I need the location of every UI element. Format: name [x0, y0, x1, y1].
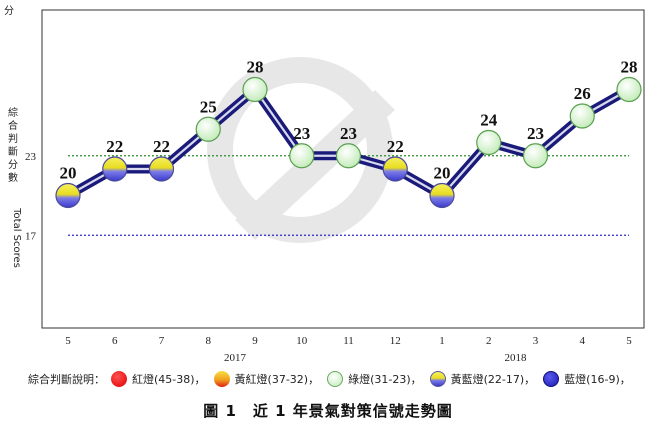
- signal-point-green: [242, 76, 268, 103]
- signal-point-green: [569, 103, 595, 129]
- data-label: 22: [387, 137, 404, 156]
- signal-point-yellow-blue: [429, 182, 455, 209]
- x-tick-label: 8: [206, 335, 212, 347]
- data-label: 23: [293, 124, 310, 143]
- data-label: 28: [247, 58, 264, 77]
- y-axis-title-char: 判: [8, 133, 18, 145]
- x-tick-label: 1: [439, 335, 445, 347]
- legend-label-blue: 藍燈(16-9)，: [564, 373, 631, 386]
- data-label: 20: [434, 164, 451, 183]
- x-tick-label: 9: [252, 335, 258, 347]
- x-tick-label: 11: [343, 335, 354, 347]
- y-axis-title-char: 綜: [8, 106, 18, 119]
- data-label: 26: [574, 84, 591, 103]
- signal-point-yellow-blue: [102, 156, 128, 182]
- signal-point-green: [616, 76, 642, 103]
- year-label: 2018: [505, 352, 528, 364]
- legend-item-red: 紅燈(45-38)，: [111, 371, 206, 387]
- x-tick-label: 10: [296, 335, 308, 347]
- x-tick-label: 4: [580, 335, 586, 347]
- year-labels: 2017 2018: [224, 352, 527, 364]
- data-label: 23: [527, 124, 544, 143]
- x-tick-label: 2: [486, 335, 492, 347]
- signal-point-green: [335, 143, 362, 169]
- data-label: 28: [621, 58, 638, 77]
- x-tick-label: 5: [65, 335, 71, 347]
- signal-point-green: [289, 143, 315, 169]
- data-label: 24: [480, 111, 498, 130]
- green-light-icon: [327, 371, 344, 387]
- signal-point-green: [522, 143, 549, 169]
- legend-label-red: 紅燈(45-38)，: [132, 373, 206, 386]
- y-tick-labels: 23 17: [25, 151, 37, 243]
- y-tick-label: 23: [25, 151, 37, 163]
- signal-point-yellow-blue: [55, 182, 81, 209]
- blue-light-icon: [543, 371, 560, 387]
- red-light-icon: [111, 371, 127, 387]
- legend-label-yellow-red: 黃紅燈(37-32)，: [234, 373, 320, 386]
- x-tick-label: 12: [390, 335, 401, 347]
- legend-item-yellow-blue: 黃藍燈(22-17)，: [429, 371, 536, 387]
- signal-points: [55, 76, 642, 209]
- legend-item-yellow-red: 黃紅燈(37-32)，: [213, 371, 320, 387]
- y-tick-label: 17: [25, 230, 37, 242]
- legend-item-blue: 藍燈(16-9)，: [543, 371, 631, 387]
- legend-item-green: 綠燈(31-23)，: [327, 371, 422, 387]
- legend: 綜合判斷說明： 紅燈(45-38)， 黃紅燈(37-32)， 綠燈(31-23)…: [28, 368, 639, 390]
- y-axis-title-char: 分: [8, 159, 18, 171]
- legend-title: 綜合判斷說明：: [28, 373, 105, 386]
- y-unit-label: 分: [4, 5, 14, 17]
- figure-caption: 圖 1 近 1 年景氣對策信號走勢圖: [203, 402, 453, 420]
- plot-area: [41, 9, 645, 329]
- data-label: 23: [340, 124, 357, 143]
- legend-label-green: 綠燈(31-23)，: [348, 373, 422, 386]
- x-tick-label: 3: [533, 335, 539, 347]
- data-label: 22: [153, 137, 170, 156]
- watermark-logo: [207, 57, 395, 243]
- data-label: 25: [200, 97, 217, 116]
- data-label: 22: [106, 137, 123, 156]
- year-label: 2017: [224, 352, 247, 364]
- x-tick-labels: 5 6 7 8 9 10 11 12 1 2 3 4 5: [65, 335, 632, 347]
- x-tick-label: 6: [112, 335, 118, 347]
- signal-point-green: [195, 116, 221, 142]
- x-tick-label: 7: [159, 335, 165, 347]
- data-label: 20: [60, 164, 77, 183]
- data-labels: 20 22 22 25 28 23 23 22 20 24 23 26 28: [60, 58, 638, 183]
- signal-point-yellow-blue: [382, 156, 408, 182]
- legend-label-yellow-blue: 黃藍燈(22-17)，: [450, 373, 536, 386]
- y-axis-title-char: 合: [8, 119, 18, 132]
- yellow-red-light-icon: [213, 371, 230, 387]
- x-tick-label: 5: [626, 335, 632, 347]
- y-axis-title-char: 斷: [8, 145, 18, 158]
- signal-point-yellow-blue: [148, 156, 175, 182]
- yellow-blue-light-icon: [429, 371, 446, 387]
- y-axis-title-en: Total Scores: [11, 207, 22, 268]
- signal-point-green: [476, 129, 502, 156]
- y-axis-title-char: 數: [8, 171, 18, 184]
